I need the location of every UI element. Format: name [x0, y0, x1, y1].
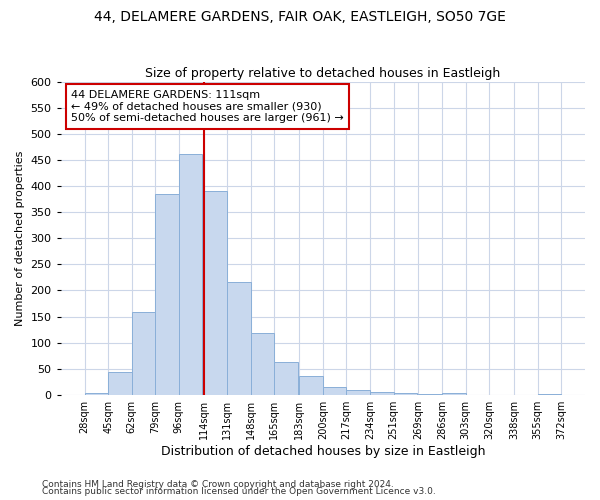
Bar — [442, 392, 466, 394]
Y-axis label: Number of detached properties: Number of detached properties — [15, 150, 25, 326]
Bar — [346, 390, 370, 394]
Bar — [179, 154, 202, 394]
Bar — [203, 192, 227, 394]
Bar — [323, 387, 346, 394]
Text: 44, DELAMERE GARDENS, FAIR OAK, EASTLEIGH, SO50 7GE: 44, DELAMERE GARDENS, FAIR OAK, EASTLEIG… — [94, 10, 506, 24]
Bar — [370, 392, 394, 394]
Bar — [131, 312, 155, 394]
X-axis label: Distribution of detached houses by size in Eastleigh: Distribution of detached houses by size … — [161, 444, 485, 458]
Text: Contains public sector information licensed under the Open Government Licence v3: Contains public sector information licen… — [42, 488, 436, 496]
Title: Size of property relative to detached houses in Eastleigh: Size of property relative to detached ho… — [145, 66, 500, 80]
Bar — [251, 333, 274, 394]
Bar — [85, 392, 108, 394]
Bar — [155, 194, 179, 394]
Text: Contains HM Land Registry data © Crown copyright and database right 2024.: Contains HM Land Registry data © Crown c… — [42, 480, 394, 489]
Bar — [394, 393, 417, 394]
Bar — [274, 362, 298, 394]
Bar — [227, 282, 251, 395]
Bar — [299, 376, 323, 394]
Bar — [108, 372, 131, 394]
Text: 44 DELAMERE GARDENS: 111sqm
← 49% of detached houses are smaller (930)
50% of se: 44 DELAMERE GARDENS: 111sqm ← 49% of det… — [71, 90, 344, 123]
